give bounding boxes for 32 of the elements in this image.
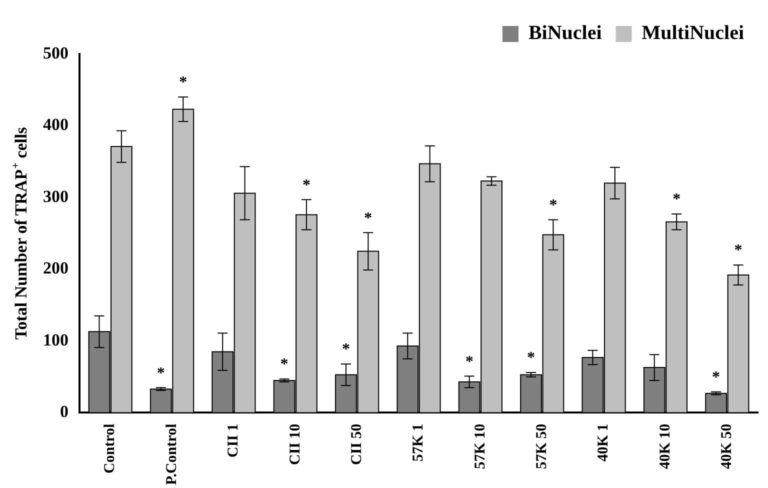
y-axis-title: Total Number of TRAP+ cells bbox=[10, 126, 30, 340]
x-tick-label: CII 10 bbox=[287, 424, 304, 466]
annotation: * bbox=[280, 356, 288, 374]
y-tick-label: 0 bbox=[60, 402, 68, 422]
x-tick-label: Control bbox=[102, 424, 118, 474]
y-tick-label: 300 bbox=[43, 186, 68, 206]
annotation: * bbox=[302, 176, 310, 194]
x-tick-label: 57K 50 bbox=[534, 424, 550, 470]
y-tick-label: 500 bbox=[43, 43, 68, 62]
legend-label: MultiNuclei bbox=[642, 22, 744, 44]
x-tick-label: 40K 10 bbox=[657, 424, 674, 470]
annotation: * bbox=[672, 191, 681, 208]
x-tick-label: CII 1 bbox=[226, 424, 242, 458]
x-tick-label: 57K 10 bbox=[472, 424, 488, 470]
x-tick-label: 40K 1 bbox=[596, 424, 612, 462]
x-tick-label: P.Control bbox=[164, 424, 180, 486]
annotation: * bbox=[549, 196, 558, 214]
annotation: * bbox=[465, 353, 474, 370]
annotation: * bbox=[342, 341, 350, 358]
x-tick-label: 57K 1 bbox=[410, 424, 427, 462]
annotation: * bbox=[527, 350, 536, 367]
annotation: * bbox=[364, 210, 372, 227]
x-tick-label: 40K 50 bbox=[719, 424, 736, 470]
y-tick-label: 100 bbox=[43, 330, 68, 350]
annotation: * bbox=[179, 74, 188, 92]
legend-label: BiNuclei bbox=[528, 22, 602, 44]
x-tick-label: CII 50 bbox=[348, 424, 365, 466]
annotation: * bbox=[734, 242, 742, 260]
annotation: * bbox=[712, 369, 720, 386]
y-tick-label: 200 bbox=[43, 258, 68, 278]
annotation: * bbox=[156, 364, 165, 382]
y-tick-label: 400 bbox=[43, 115, 68, 134]
